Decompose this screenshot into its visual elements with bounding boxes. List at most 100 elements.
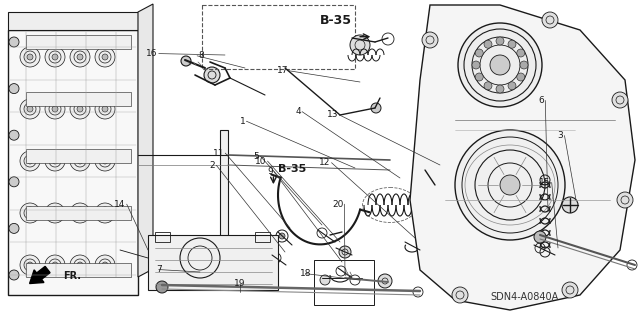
Circle shape — [508, 82, 516, 90]
Circle shape — [70, 203, 90, 223]
Circle shape — [70, 255, 90, 275]
Circle shape — [320, 275, 330, 285]
Bar — [8, 30, 138, 295]
Circle shape — [20, 47, 40, 67]
Text: 11: 11 — [212, 149, 224, 158]
Text: 15: 15 — [539, 178, 550, 187]
Circle shape — [496, 37, 504, 45]
Circle shape — [520, 61, 528, 69]
Circle shape — [52, 106, 58, 112]
Bar — [314, 260, 374, 305]
Bar — [255, 232, 270, 242]
Circle shape — [102, 106, 108, 112]
Circle shape — [9, 270, 19, 280]
Circle shape — [378, 274, 392, 288]
Circle shape — [458, 23, 542, 107]
Circle shape — [181, 56, 191, 66]
Circle shape — [156, 281, 168, 293]
Circle shape — [52, 54, 58, 60]
Text: B-35: B-35 — [278, 164, 307, 174]
Circle shape — [9, 130, 19, 140]
Circle shape — [45, 151, 65, 171]
FancyArrow shape — [29, 266, 50, 284]
Circle shape — [27, 158, 33, 164]
Bar — [148, 235, 278, 290]
Circle shape — [45, 99, 65, 119]
Bar — [155, 232, 170, 242]
Text: SDN4-A0840A: SDN4-A0840A — [491, 292, 559, 302]
Circle shape — [422, 32, 438, 48]
Text: 13: 13 — [326, 110, 338, 119]
Circle shape — [77, 158, 83, 164]
Circle shape — [45, 255, 65, 275]
Circle shape — [70, 99, 90, 119]
Text: 1: 1 — [239, 117, 245, 126]
Circle shape — [562, 282, 578, 298]
Circle shape — [490, 55, 510, 75]
Circle shape — [20, 255, 40, 275]
Circle shape — [496, 85, 504, 93]
Circle shape — [500, 175, 520, 195]
Circle shape — [102, 262, 108, 268]
Text: 12: 12 — [319, 158, 330, 167]
Circle shape — [484, 82, 492, 90]
Circle shape — [612, 92, 628, 108]
Circle shape — [95, 151, 115, 171]
Text: 8: 8 — [198, 51, 204, 60]
Circle shape — [27, 54, 33, 60]
Circle shape — [484, 40, 492, 48]
Circle shape — [508, 40, 516, 48]
Text: 6: 6 — [538, 96, 544, 105]
Circle shape — [9, 223, 19, 234]
Circle shape — [52, 210, 58, 216]
Text: 10: 10 — [255, 157, 266, 166]
Circle shape — [95, 99, 115, 119]
Circle shape — [102, 158, 108, 164]
Circle shape — [279, 233, 285, 239]
Circle shape — [476, 49, 483, 57]
Bar — [26, 35, 131, 49]
Text: 2: 2 — [210, 161, 215, 170]
Circle shape — [102, 54, 108, 60]
Text: 4: 4 — [296, 107, 301, 116]
Bar — [26, 149, 131, 163]
Circle shape — [371, 103, 381, 113]
Polygon shape — [410, 5, 635, 310]
Bar — [202, 5, 355, 69]
Circle shape — [20, 99, 40, 119]
Text: 19: 19 — [234, 279, 246, 288]
Text: 14: 14 — [115, 200, 125, 209]
Circle shape — [455, 130, 565, 240]
Polygon shape — [138, 4, 153, 277]
Circle shape — [423, 168, 437, 182]
Text: B-35: B-35 — [320, 14, 352, 27]
Text: FR.: FR. — [63, 271, 82, 280]
Polygon shape — [8, 12, 138, 30]
Circle shape — [516, 73, 525, 81]
Circle shape — [476, 73, 483, 81]
Text: 18: 18 — [300, 269, 312, 278]
Circle shape — [27, 106, 33, 112]
Circle shape — [95, 203, 115, 223]
Circle shape — [9, 177, 19, 187]
Circle shape — [204, 67, 220, 83]
Circle shape — [20, 203, 40, 223]
Circle shape — [102, 210, 108, 216]
Circle shape — [52, 262, 58, 268]
Text: 3: 3 — [557, 131, 563, 140]
Circle shape — [9, 37, 19, 47]
Bar — [220, 130, 228, 250]
Circle shape — [534, 231, 546, 243]
Circle shape — [27, 262, 33, 268]
Circle shape — [339, 246, 351, 258]
Circle shape — [27, 210, 33, 216]
Circle shape — [350, 35, 370, 55]
Circle shape — [516, 49, 525, 57]
Circle shape — [20, 151, 40, 171]
Circle shape — [617, 192, 633, 208]
Circle shape — [9, 84, 19, 93]
Circle shape — [77, 262, 83, 268]
Bar — [26, 92, 131, 106]
Bar — [26, 206, 131, 220]
Circle shape — [472, 61, 480, 69]
